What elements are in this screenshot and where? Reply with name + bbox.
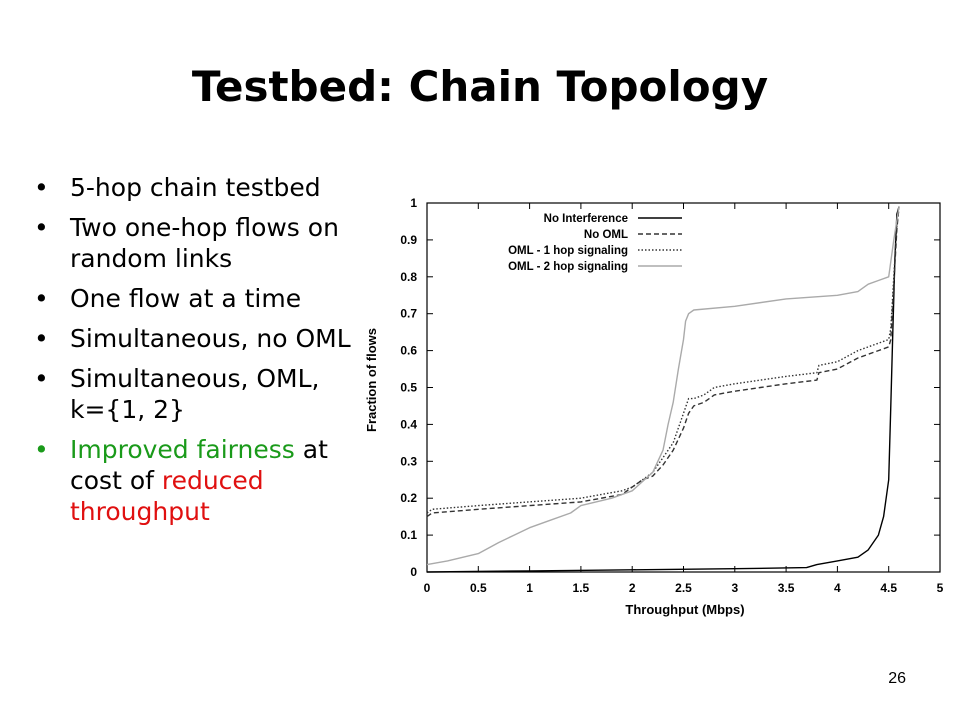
bullet-text: at cost of — [70, 435, 328, 495]
bullet-text: 5-hop chain testbed — [70, 173, 321, 202]
bullet-dot: • — [34, 173, 49, 202]
x-tick-label: 5 — [937, 581, 944, 595]
bullet-dot: • — [34, 284, 49, 313]
page-number: 26 — [888, 670, 906, 687]
x-tick-label: 4 — [834, 581, 841, 595]
y-tick-label: 0.3 — [400, 454, 417, 468]
legend-label: No OML — [584, 229, 628, 241]
y-tick-label: 0.4 — [400, 417, 417, 431]
x-tick-label: 0.5 — [470, 581, 487, 595]
bullet-dot: • — [34, 213, 49, 242]
bullet-item: • One flow at a time — [34, 283, 354, 314]
x-tick-label: 3.5 — [778, 581, 795, 595]
bullet-item: • Two one-hop flows on random links — [34, 212, 354, 274]
bullet-text: Simultaneous, no OML — [70, 324, 351, 353]
bullet-dot: • — [34, 364, 49, 393]
y-tick-label: 0.7 — [400, 307, 417, 321]
y-tick-label: 0.6 — [400, 344, 417, 358]
bullet-text: One flow at a time — [70, 284, 302, 313]
x-tick-label: 2.5 — [675, 581, 692, 595]
y-tick-label: 0.9 — [400, 233, 417, 247]
x-tick-label: 3 — [731, 581, 738, 595]
plot-frame — [426, 202, 941, 573]
x-tick-label: 4.5 — [880, 581, 897, 595]
y-tick-label: 0.1 — [400, 528, 417, 542]
bullet-item: • Simultaneous, OML, k={1, 2} — [34, 363, 354, 425]
x-axis-label: Throughput (Mbps) — [625, 602, 744, 617]
bullet-text: Two one-hop flows on random links — [70, 213, 339, 273]
bullet-dot: • — [34, 324, 49, 353]
x-tick-label: 0 — [424, 581, 431, 595]
bullet-text-red: reduced throughput — [70, 466, 264, 526]
bullet-dot: • — [34, 435, 49, 464]
series-line-2 — [426, 206, 900, 518]
legend-label: OML - 1 hop signaling — [508, 245, 628, 257]
x-tick-label: 1.5 — [573, 581, 590, 595]
y-tick-label: 0.8 — [400, 270, 417, 284]
bullet-text-green: Improved fairness — [70, 435, 295, 464]
y-tick-label: 0.2 — [400, 491, 417, 505]
series-line-3 — [426, 206, 900, 514]
slide-title: Testbed: Chain Topology — [191, 62, 769, 111]
y-axis-label: Fraction of flows — [364, 328, 379, 432]
x-tick-label: 1 — [526, 581, 533, 595]
bullet-item: • Improved fairness at cost of reduced th… — [34, 434, 354, 527]
bullet-list: • 5-hop chain testbed • Two one-hop flows … — [34, 172, 354, 536]
bullet-text: Simultaneous, OML, k={1, 2} — [70, 364, 320, 424]
y-tick-label: 0 — [410, 565, 417, 579]
series-line-4 — [426, 206, 900, 566]
legend-label: OML - 2 hop signaling — [508, 261, 628, 273]
y-tick-label: 0.5 — [400, 381, 417, 395]
series-line-1 — [426, 206, 900, 573]
bullet-item: • 5-hop chain testbed — [34, 172, 354, 203]
x-tick-label: 2 — [629, 581, 636, 595]
y-tick-label: 1 — [410, 196, 417, 210]
cdf-chart: 0 0.5 1 1.5 2 2.5 3 3.5 4 4.5 5 0 0.1 0.2 0.3 0.4 0.5 0.6… — [364, 196, 944, 617]
legend-label: No Interference — [544, 213, 628, 225]
bullet-item: • Simultaneous, no OML — [34, 323, 354, 354]
